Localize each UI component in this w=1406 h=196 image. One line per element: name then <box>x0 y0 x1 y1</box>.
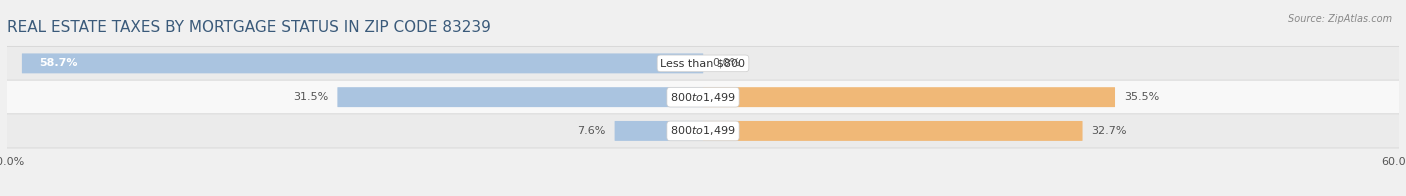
Text: Source: ZipAtlas.com: Source: ZipAtlas.com <box>1288 14 1392 24</box>
Text: $800 to $1,499: $800 to $1,499 <box>671 124 735 137</box>
FancyBboxPatch shape <box>703 121 1083 141</box>
FancyBboxPatch shape <box>7 80 1399 114</box>
Text: 7.6%: 7.6% <box>578 126 606 136</box>
FancyBboxPatch shape <box>22 54 703 73</box>
FancyBboxPatch shape <box>7 114 1399 148</box>
FancyBboxPatch shape <box>337 87 703 107</box>
Text: 58.7%: 58.7% <box>39 58 77 68</box>
Text: $800 to $1,499: $800 to $1,499 <box>671 91 735 104</box>
Text: REAL ESTATE TAXES BY MORTGAGE STATUS IN ZIP CODE 83239: REAL ESTATE TAXES BY MORTGAGE STATUS IN … <box>7 20 491 35</box>
FancyBboxPatch shape <box>7 46 1399 80</box>
Text: 31.5%: 31.5% <box>292 92 329 102</box>
FancyBboxPatch shape <box>614 121 703 141</box>
Text: 32.7%: 32.7% <box>1091 126 1128 136</box>
Text: 35.5%: 35.5% <box>1123 92 1160 102</box>
Text: 0.0%: 0.0% <box>713 58 741 68</box>
Text: Less than $800: Less than $800 <box>661 58 745 68</box>
FancyBboxPatch shape <box>703 87 1115 107</box>
